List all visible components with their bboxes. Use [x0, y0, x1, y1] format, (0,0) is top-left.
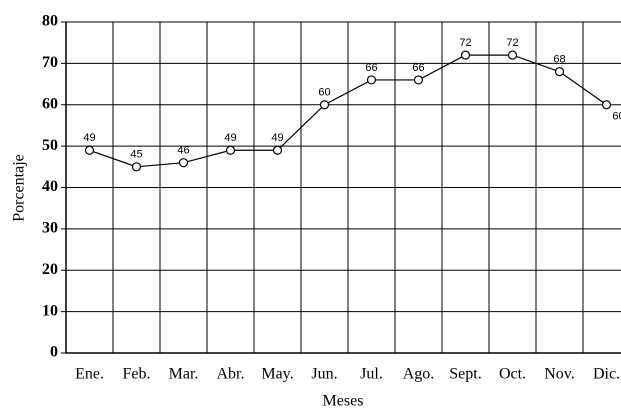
data-label: 49	[271, 132, 283, 144]
x-axis-label: Meses	[323, 393, 364, 410]
point	[554, 67, 565, 77]
point	[366, 75, 377, 85]
x-tick-label: Feb.	[123, 366, 151, 383]
x-tick-label: Dic.	[593, 366, 620, 383]
x-tick-label: Abr.	[217, 366, 245, 383]
data-label: 49	[83, 132, 95, 144]
data-label: 68	[553, 54, 565, 66]
x-tick-label: Sept.	[449, 366, 481, 383]
data-label: 60	[612, 111, 621, 123]
y-tick-label: 30	[42, 220, 58, 237]
y-tick-label: 0	[50, 344, 58, 361]
y-tick-label: 70	[42, 54, 58, 71]
y-tick-label: 60	[42, 95, 58, 112]
x-tick-label: Oct.	[499, 366, 526, 383]
y-tick-label: 20	[42, 261, 58, 278]
point	[319, 100, 330, 110]
point	[84, 145, 95, 155]
point	[225, 145, 236, 155]
point	[460, 50, 471, 60]
data-label: 46	[177, 145, 189, 157]
x-tick-label: Mar.	[169, 366, 199, 383]
point	[601, 100, 612, 110]
point	[507, 50, 518, 60]
y-tick-label: 50	[42, 137, 58, 154]
data-label: 66	[412, 62, 424, 74]
data-label: 60	[318, 87, 330, 99]
x-tick-label: Nov.	[544, 366, 575, 383]
data-label: 66	[365, 62, 377, 74]
point	[131, 162, 142, 172]
point	[413, 75, 424, 85]
y-tick-label: 40	[42, 178, 58, 195]
data-label: 72	[459, 37, 471, 49]
data-label: 49	[224, 132, 236, 144]
line	[89, 54, 607, 168]
point	[272, 145, 283, 155]
x-tick-label: Jul.	[360, 366, 383, 383]
point	[178, 158, 189, 168]
data-label: 72	[506, 37, 518, 49]
x-tick-label: Ene.	[75, 366, 104, 383]
y-tick-label: 10	[42, 302, 58, 319]
x-tick-label: Jun.	[311, 366, 337, 383]
x-tick-label: Ago.	[403, 366, 435, 383]
x-tick-label: May.	[261, 366, 293, 383]
y-tick-label: 80	[42, 13, 58, 30]
y-axis-label: Porcentaje	[11, 154, 28, 222]
data-label: 45	[130, 149, 142, 161]
